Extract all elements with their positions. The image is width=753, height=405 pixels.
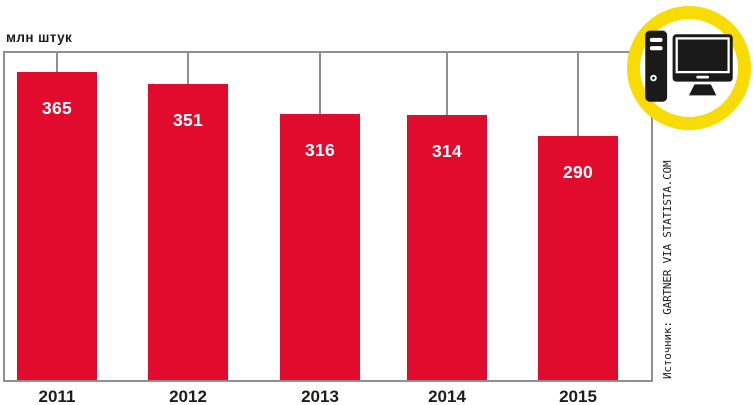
- bar-column: 290 2015: [538, 53, 618, 405]
- bar: 351: [148, 84, 228, 380]
- x-axis-tick-label: 2012: [169, 387, 207, 405]
- y-axis-unit-label: млн штук: [6, 30, 73, 45]
- bar-value-label: 316: [304, 140, 336, 160]
- bar: 290: [538, 136, 618, 380]
- x-axis-tick-label: 2014: [428, 387, 466, 405]
- drop-line: [446, 53, 448, 115]
- x-axis-tick-label: 2013: [301, 387, 339, 405]
- drop-line: [187, 53, 189, 84]
- bar: 316: [280, 114, 360, 380]
- source-credit: Источник: GARTNER VIA STATISTA.COM: [661, 160, 674, 379]
- bar-value-label: 351: [172, 110, 204, 130]
- bar-column: 365 2011: [17, 53, 97, 405]
- drop-line: [577, 53, 579, 136]
- drop-line: [319, 53, 321, 114]
- x-axis-tick-label: 2015: [559, 387, 597, 405]
- bar-value-label: 314: [431, 141, 463, 161]
- bar: 314: [407, 115, 487, 380]
- bar-value-label: 290: [562, 162, 594, 182]
- bar-column: 316 2013: [280, 53, 360, 405]
- x-axis-tick-label: 2011: [38, 387, 76, 405]
- drop-line: [56, 53, 58, 72]
- bar: 365: [17, 72, 97, 380]
- desktop-computer-icon: [642, 27, 736, 109]
- bar-value-label: 365: [41, 98, 73, 118]
- computer-icon-badge: [627, 6, 751, 130]
- plot-area: 365 2011 351 2012 316 2013 314 2014 290 …: [3, 51, 653, 405]
- bar-column: 351 2012: [148, 53, 228, 405]
- bar-column: 314 2014: [407, 53, 487, 405]
